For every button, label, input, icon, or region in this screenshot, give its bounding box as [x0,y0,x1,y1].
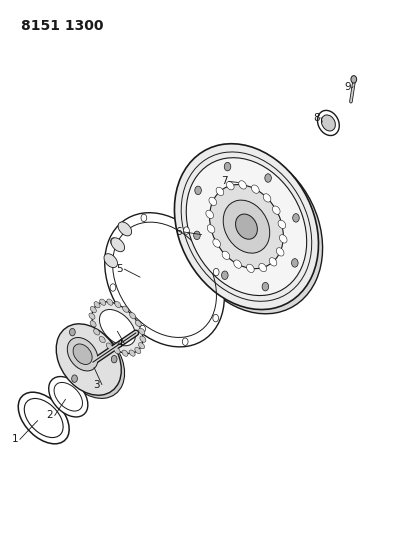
Text: 1: 1 [12,434,18,445]
Text: 5: 5 [116,264,123,274]
Text: 7: 7 [221,176,227,187]
Ellipse shape [269,257,277,266]
Circle shape [140,325,145,333]
Ellipse shape [18,392,69,444]
Circle shape [351,76,357,83]
Ellipse shape [129,350,135,356]
Ellipse shape [174,144,319,310]
Ellipse shape [186,158,307,295]
Ellipse shape [94,329,99,335]
Text: 8: 8 [313,112,319,123]
Ellipse shape [263,193,271,202]
Circle shape [194,231,200,240]
Ellipse shape [104,254,118,268]
Circle shape [224,163,231,171]
Text: 4: 4 [116,338,123,349]
Ellipse shape [209,197,217,206]
Ellipse shape [139,343,145,349]
Ellipse shape [234,260,241,268]
Ellipse shape [56,324,121,395]
Ellipse shape [99,336,105,343]
Ellipse shape [139,328,145,335]
Ellipse shape [239,181,246,189]
Text: 9: 9 [345,82,351,92]
Ellipse shape [73,344,92,365]
Ellipse shape [89,313,95,319]
Ellipse shape [92,302,143,353]
Ellipse shape [90,321,96,327]
Ellipse shape [94,302,100,308]
Ellipse shape [118,222,132,236]
Circle shape [213,314,219,322]
Text: 6: 6 [175,227,182,237]
Ellipse shape [206,210,213,219]
Ellipse shape [140,336,146,342]
Ellipse shape [135,320,141,327]
Circle shape [111,238,116,245]
Ellipse shape [226,182,234,190]
Circle shape [213,268,219,276]
Circle shape [69,328,75,336]
Ellipse shape [178,148,323,314]
Ellipse shape [24,399,63,438]
Circle shape [182,338,188,345]
Ellipse shape [317,110,339,135]
Text: 8151 1300: 8151 1300 [21,19,104,33]
Ellipse shape [90,306,96,313]
Circle shape [111,356,117,363]
Ellipse shape [236,214,257,239]
Ellipse shape [279,235,287,243]
Ellipse shape [54,383,83,411]
Ellipse shape [105,213,224,347]
Ellipse shape [100,299,106,305]
Ellipse shape [247,264,254,272]
Ellipse shape [223,200,270,253]
Ellipse shape [259,263,266,272]
Ellipse shape [135,348,141,354]
Circle shape [141,214,147,222]
Ellipse shape [115,301,121,308]
Text: 3: 3 [94,379,100,390]
Circle shape [195,186,201,195]
Ellipse shape [210,184,283,269]
Circle shape [262,282,269,291]
Ellipse shape [99,310,135,346]
Circle shape [265,174,271,182]
Circle shape [291,259,298,267]
Circle shape [110,284,116,291]
Ellipse shape [114,348,120,354]
Ellipse shape [252,185,259,193]
Ellipse shape [207,225,215,233]
Ellipse shape [222,251,230,260]
Ellipse shape [321,115,335,131]
Ellipse shape [111,238,125,252]
Ellipse shape [278,220,286,229]
Ellipse shape [60,327,125,398]
Ellipse shape [107,299,113,305]
Ellipse shape [122,350,128,356]
Ellipse shape [129,312,136,319]
Ellipse shape [67,337,98,371]
Ellipse shape [213,239,220,247]
Text: 2: 2 [46,410,53,421]
Circle shape [72,375,77,382]
Ellipse shape [122,306,129,312]
Circle shape [184,227,189,235]
Ellipse shape [272,206,280,214]
Ellipse shape [49,376,88,417]
Circle shape [293,214,299,222]
Circle shape [222,271,228,279]
Ellipse shape [216,187,224,196]
Ellipse shape [106,343,112,349]
Ellipse shape [276,248,284,256]
